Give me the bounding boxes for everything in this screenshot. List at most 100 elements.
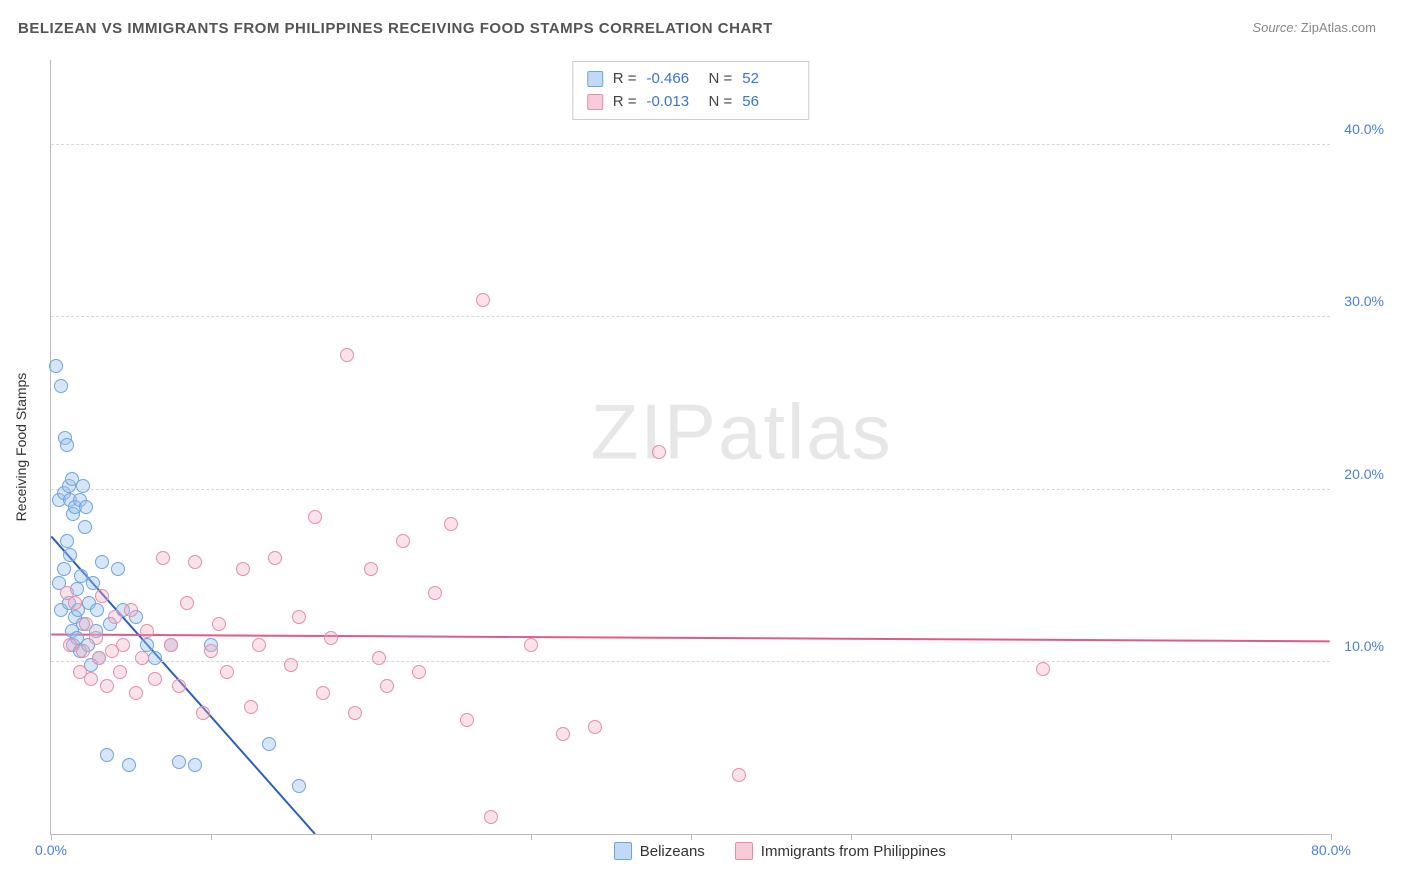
data-point (172, 755, 186, 769)
x-tick-label: 0.0% (35, 842, 67, 858)
data-point (428, 586, 442, 600)
data-point (100, 748, 114, 762)
data-point (180, 596, 194, 610)
data-point (380, 679, 394, 693)
y-axis-label: Receiving Food Stamps (13, 373, 29, 522)
data-point (460, 713, 474, 727)
x-tick (531, 834, 532, 840)
legend-item-0: Belizeans (614, 842, 705, 860)
data-point (111, 562, 125, 576)
y-tick-label: 40.0% (1344, 121, 1384, 137)
data-point (156, 551, 170, 565)
data-point (284, 658, 298, 672)
y-tick-label: 30.0% (1344, 293, 1384, 309)
n-label: N = (709, 68, 733, 91)
data-point (220, 665, 234, 679)
r-value-1: -0.013 (647, 91, 699, 114)
x-tick (691, 834, 692, 840)
data-point (364, 562, 378, 576)
n-value-1: 56 (742, 91, 794, 114)
x-tick (851, 834, 852, 840)
n-value-0: 52 (742, 68, 794, 91)
chart-title: BELIZEAN VS IMMIGRANTS FROM PHILIPPINES … (18, 20, 773, 37)
source-attribution: Source: ZipAtlas.com (1252, 20, 1376, 35)
gridline (51, 316, 1330, 317)
legend-label-1: Immigrants from Philippines (761, 843, 946, 860)
data-point (316, 686, 330, 700)
trendlines (51, 60, 1330, 834)
data-point (148, 672, 162, 686)
data-point (100, 679, 114, 693)
data-point (324, 631, 338, 645)
data-point (652, 445, 666, 459)
data-point (79, 500, 93, 514)
data-point (57, 562, 71, 576)
data-point (204, 644, 218, 658)
n-label: N = (709, 91, 733, 114)
data-point (292, 610, 306, 624)
legend: Belizeans Immigrants from Philippines (614, 842, 946, 860)
data-point (732, 768, 746, 782)
stats-row-1: R = -0.013 N = 56 (587, 91, 795, 114)
data-point (372, 651, 386, 665)
data-point (236, 562, 250, 576)
data-point (68, 596, 82, 610)
data-point (129, 686, 143, 700)
data-point (268, 551, 282, 565)
x-tick-label: 80.0% (1311, 842, 1351, 858)
data-point (140, 624, 154, 638)
data-point (122, 758, 136, 772)
r-label: R = (613, 68, 637, 91)
x-tick (211, 834, 212, 840)
x-tick (51, 834, 52, 840)
data-point (90, 603, 104, 617)
data-point (78, 520, 92, 534)
data-point (124, 603, 138, 617)
x-tick (1331, 834, 1332, 840)
watermark: ZIPatlas (591, 386, 893, 477)
r-value-0: -0.466 (647, 68, 699, 91)
gridline (51, 144, 1330, 145)
data-point (86, 576, 100, 590)
data-point (196, 706, 210, 720)
data-point (188, 758, 202, 772)
legend-swatch-1 (735, 842, 753, 860)
legend-label-0: Belizeans (640, 843, 705, 860)
data-point (113, 665, 127, 679)
data-point (484, 810, 498, 824)
data-point (76, 644, 90, 658)
x-tick (371, 834, 372, 840)
swatch-series-1 (587, 94, 603, 110)
data-point (412, 665, 426, 679)
data-point (164, 638, 178, 652)
data-point (116, 638, 130, 652)
data-point (396, 534, 410, 548)
data-point (76, 479, 90, 493)
stats-row-0: R = -0.466 N = 52 (587, 68, 795, 91)
data-point (1036, 662, 1050, 676)
swatch-series-0 (587, 71, 603, 87)
r-label: R = (613, 91, 637, 114)
gridline (51, 489, 1330, 490)
data-point (348, 706, 362, 720)
data-point (308, 510, 322, 524)
gridline (51, 661, 1330, 662)
data-point (524, 638, 538, 652)
data-point (95, 555, 109, 569)
data-point (95, 589, 109, 603)
source-value: ZipAtlas.com (1301, 20, 1376, 35)
data-point (244, 700, 258, 714)
data-point (188, 555, 202, 569)
data-point (135, 651, 149, 665)
data-point (49, 359, 63, 373)
data-point (212, 617, 226, 631)
legend-swatch-0 (614, 842, 632, 860)
data-point (476, 293, 490, 307)
x-tick (1171, 834, 1172, 840)
data-point (108, 610, 122, 624)
x-tick (1011, 834, 1012, 840)
data-point (444, 517, 458, 531)
data-point (292, 779, 306, 793)
data-point (60, 534, 74, 548)
data-point (252, 638, 266, 652)
